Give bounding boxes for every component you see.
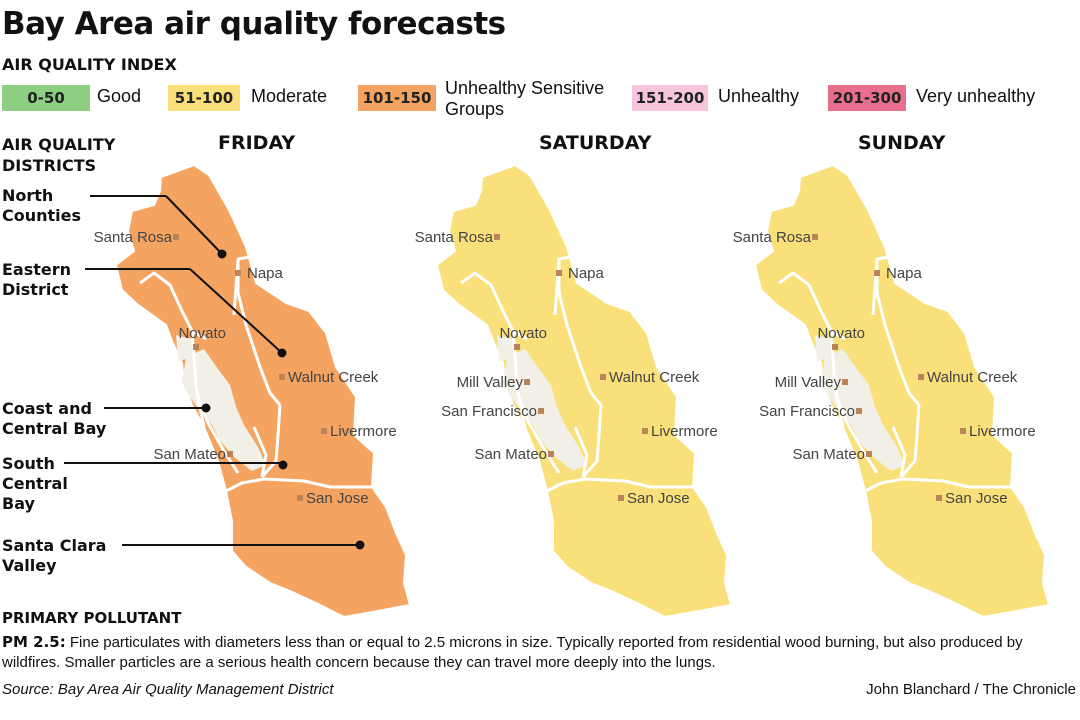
legend-swatch-good: 0-50 <box>2 85 90 111</box>
city-marker <box>866 451 872 457</box>
aqi-heading: AIR QUALITY INDEX <box>2 55 177 74</box>
city-label: Santa Rosa <box>415 229 494 246</box>
legend-swatch-unhealthy: 151-200 <box>632 85 708 111</box>
legend-swatch-moderate: 51-100 <box>168 85 240 111</box>
city-marker <box>600 374 606 380</box>
city-marker <box>524 379 530 385</box>
city-marker <box>321 428 327 434</box>
city-marker <box>874 270 880 276</box>
city-marker <box>279 374 285 380</box>
city-label: Walnut Creek <box>609 369 700 386</box>
city-marker <box>494 234 500 240</box>
legend-label-good: Good <box>97 86 142 106</box>
city-labels-sunday: Santa Rosa Napa Novato Mill Valley Walnut Cr… <box>733 229 1036 507</box>
day-title-sunday: SUNDAY <box>858 132 946 154</box>
city-marker <box>842 379 848 385</box>
city-label: Novato <box>817 325 865 342</box>
city-marker <box>227 451 233 457</box>
city-marker <box>936 495 942 501</box>
city-label: San Francisco <box>759 403 855 420</box>
city-label: Livermore <box>969 423 1036 440</box>
city-label: Mill Valley <box>775 374 842 391</box>
city-label: Napa <box>247 265 284 282</box>
credit: John Blanchard / The Chronicle <box>866 681 1076 698</box>
city-label: San Jose <box>945 490 1008 507</box>
city-marker <box>538 408 544 414</box>
pollutant-name: PM 2.5: <box>2 633 66 651</box>
city-label: San Jose <box>627 490 690 507</box>
city-marker <box>960 428 966 434</box>
city-marker <box>832 344 838 350</box>
aqi-legend: 0-50 Good 51-100 Moderate 101-150 Unheal… <box>0 78 1080 120</box>
city-label: San Jose <box>306 490 369 507</box>
pollutant-description: Fine particulates with diameters less th… <box>2 634 1023 671</box>
city-label: Walnut Creek <box>927 369 1018 386</box>
city-label: Santa Rosa <box>733 229 812 246</box>
city-label: Novato <box>499 325 547 342</box>
city-label: Mill Valley <box>457 374 524 391</box>
district-label-south-central-bay: South Central Bay <box>2 454 68 513</box>
city-marker <box>514 344 520 350</box>
city-label: Novato <box>178 325 226 342</box>
city-label: San Mateo <box>153 446 226 463</box>
legend-label-moderate: Moderate <box>251 86 328 106</box>
city-label: Livermore <box>330 423 397 440</box>
day-title-saturday: SATURDAY <box>539 132 652 154</box>
city-label: Walnut Creek <box>288 369 379 386</box>
city-marker <box>856 408 862 414</box>
city-marker <box>297 495 303 501</box>
pollutant-text: PM 2.5: Fine particulates with diameters… <box>2 632 1078 673</box>
city-labels-friday: Santa Rosa Napa Novato Walnut Creek Livermor… <box>94 229 397 507</box>
legend-label-unhealthy: Unhealthy <box>718 86 800 106</box>
district-leader-lines <box>64 195 365 550</box>
district-label-eastern-district: Eastern District <box>2 260 72 299</box>
city-marker <box>918 374 924 380</box>
city-marker <box>193 344 199 350</box>
city-label: Napa <box>886 265 923 282</box>
city-labels-saturday: Santa Rosa Napa Novato Mill Valley Walnut Cr… <box>415 229 718 507</box>
city-label: San Mateo <box>792 446 865 463</box>
legend-swatch-very-unhealthy: 201-300 <box>828 85 906 111</box>
city-marker <box>173 234 179 240</box>
city-marker <box>812 234 818 240</box>
pollutant-heading: PRIMARY POLLUTANT <box>2 609 182 627</box>
legend-label-usg: Unhealthy Sensitive Groups <box>445 78 605 119</box>
city-marker <box>642 428 648 434</box>
city-marker <box>618 495 624 501</box>
district-label-north-counties: North Counties <box>2 186 82 225</box>
city-marker <box>548 451 554 457</box>
city-marker <box>235 270 241 276</box>
legend-label-very-unhealthy: Very unhealthy <box>916 86 1036 106</box>
day-title-friday: FRIDAY <box>218 132 296 154</box>
city-label: San Francisco <box>441 403 537 420</box>
page-title: Bay Area air quality forecasts <box>2 6 506 42</box>
districts-heading: AIR QUALITY DISTRICTS <box>2 135 116 175</box>
city-label: Santa Rosa <box>94 229 173 246</box>
district-label-coast-central-bay: Coast and Central Bay <box>2 399 107 438</box>
city-label: San Mateo <box>474 446 547 463</box>
city-label: Livermore <box>651 423 718 440</box>
city-marker <box>556 270 562 276</box>
district-label-santa-clara-valley: Santa Clara Valley <box>2 536 107 575</box>
source-note: Source: Bay Area Air Quality Management … <box>2 681 334 698</box>
city-label: Napa <box>568 265 605 282</box>
legend-swatch-usg: 101-150 <box>358 85 436 111</box>
